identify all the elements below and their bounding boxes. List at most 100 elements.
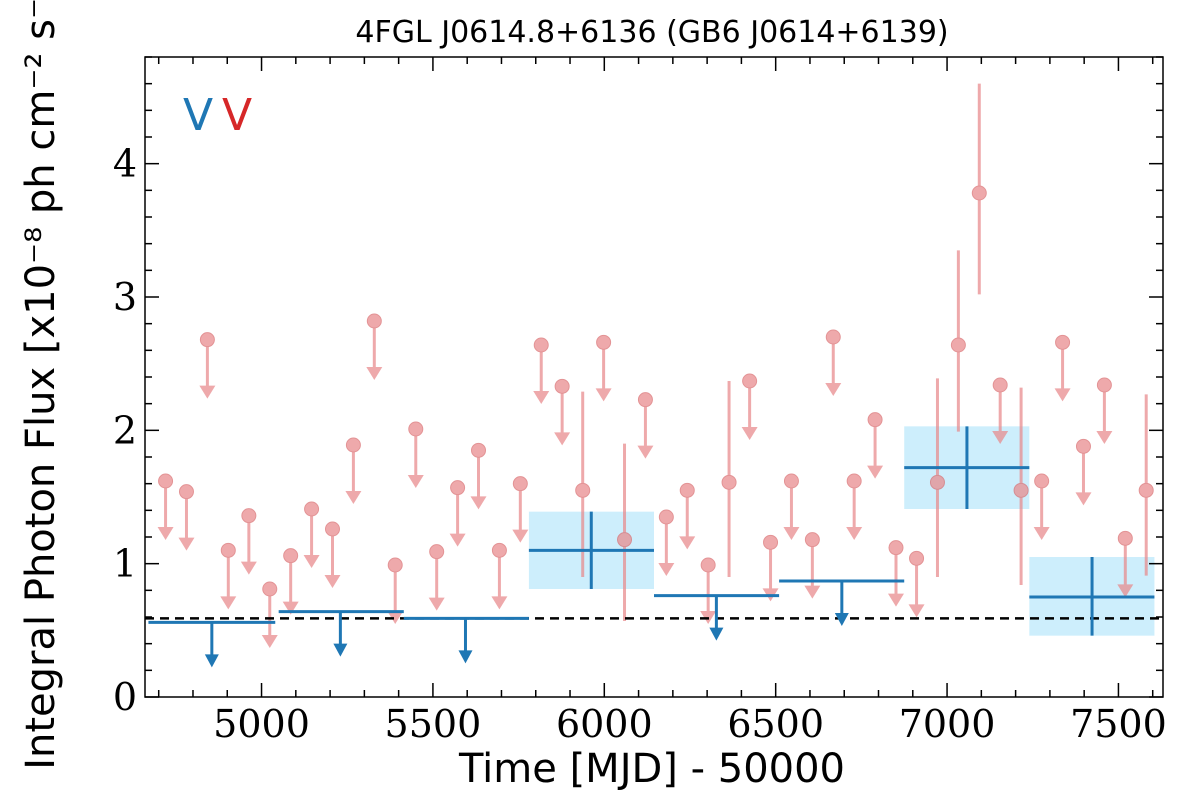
upper-limit-arrow-head [458,650,473,664]
short-bin-point [324,521,341,588]
short-bin-point [1117,530,1134,598]
data-marker [178,484,194,500]
short-bin-point [637,392,654,459]
upper-limit-arrow-head [887,593,904,607]
upper-limit-arrow-head [282,601,299,615]
short-bin-point [533,337,550,404]
data-marker [366,313,382,329]
short-bin-point [366,313,383,380]
short-bin-point [345,437,362,504]
data-marker [742,373,758,389]
short-bin-point [240,508,257,575]
data-marker [533,337,549,353]
short-bin-point [220,542,237,610]
data-marker [304,501,320,517]
x-tick-label: 7000 [899,702,996,746]
short-bin-point [700,557,717,624]
long-bin-point [403,616,529,664]
short-bin-point [157,473,174,540]
long-bin-point [904,426,1030,509]
data-marker [199,332,215,348]
data-marker [262,581,278,597]
short-bin-point [887,540,904,607]
data-marker [429,544,445,560]
upper-limit-arrow-head [345,491,362,504]
upper-limit-arrow-head [512,529,529,543]
y-tick-label: 1 [113,542,137,586]
short-bin-point [178,484,195,551]
short-bin-point [470,442,487,510]
upper-limit-arrow-head [741,427,758,440]
data-marker [1013,482,1029,498]
upper-limit-arrow-head [1075,492,1092,506]
data-marker [950,337,966,353]
upper-limit-arrow-head [261,635,278,648]
upper-limit-arrow-head [554,432,571,446]
short-bin-point [908,550,925,618]
data-marker [846,473,862,489]
short-bin-point [387,557,404,624]
upper-limit-arrow-head [1117,584,1134,598]
short-bin-point [449,480,466,547]
data-marker [220,542,236,558]
data-marker [763,534,779,550]
upper-limit-arrow-head [1054,388,1071,402]
upper-limit-arrow-head [1033,527,1050,540]
data-marker [512,476,528,492]
x-tick-label: 7500 [1070,702,1167,746]
short-bin-point [554,378,571,446]
short-bin-point [1096,377,1113,444]
upper-limit-arrow-head [240,561,257,575]
data-marker [617,532,633,548]
short-bin-point [762,534,779,602]
data-marker [679,482,695,498]
upper-limit-arrow-head [658,563,675,576]
data-marker [1096,377,1112,393]
short-bin-point [825,329,842,396]
short-bin-point [721,381,737,577]
legend-entry-blue: V [183,90,213,141]
data-marker [992,377,1008,393]
short-bin-point [804,532,821,599]
legend: V V [183,90,252,141]
upper-limit-arrow-head [428,597,445,611]
short-bin-point [282,548,299,615]
upper-limit-arrow-head [470,496,487,510]
upper-limit-arrow-head [199,385,216,399]
long-bin-point [779,579,905,626]
upper-limit-arrow-head [846,527,863,540]
data-marker [721,474,737,490]
data-marker [241,508,257,524]
data-marker [575,482,591,498]
legend-entry-red: V [222,90,252,141]
upper-limit-arrow-head [834,613,849,626]
x-tick-label: 5000 [213,702,310,746]
axes: 5000 5500 6000 6500 7000 7500 0 1 2 3 4 [113,56,1167,746]
short-bin-point [1013,387,1029,585]
data-marker [491,542,507,558]
data-marker [1117,530,1133,546]
upper-limit-arrow-head [387,611,404,624]
plot-frame [144,56,1164,698]
upper-limit-arrow-head [533,391,550,404]
upper-limit-arrow-head [679,536,696,550]
short-bin-point [303,501,320,568]
upper-limit-arrow-head [157,527,174,540]
short-bin-point [783,473,800,540]
short-bin-point [971,83,987,295]
upper-limit-arrow-head [804,585,821,599]
data-marker [1034,473,1050,489]
data-marker [929,474,945,490]
y-tick-label: 2 [113,408,137,452]
upper-limit-arrow-head [992,431,1009,444]
short-bin-point [617,443,633,621]
short-bin-point [261,581,278,648]
data-marker [471,442,487,458]
data-marker [554,378,570,394]
data-marker [1055,334,1071,350]
short-bin-point [1033,473,1050,540]
upper-limit-arrow-head [366,367,383,380]
short-bin-point [950,250,966,432]
long-bin-point [148,620,276,668]
